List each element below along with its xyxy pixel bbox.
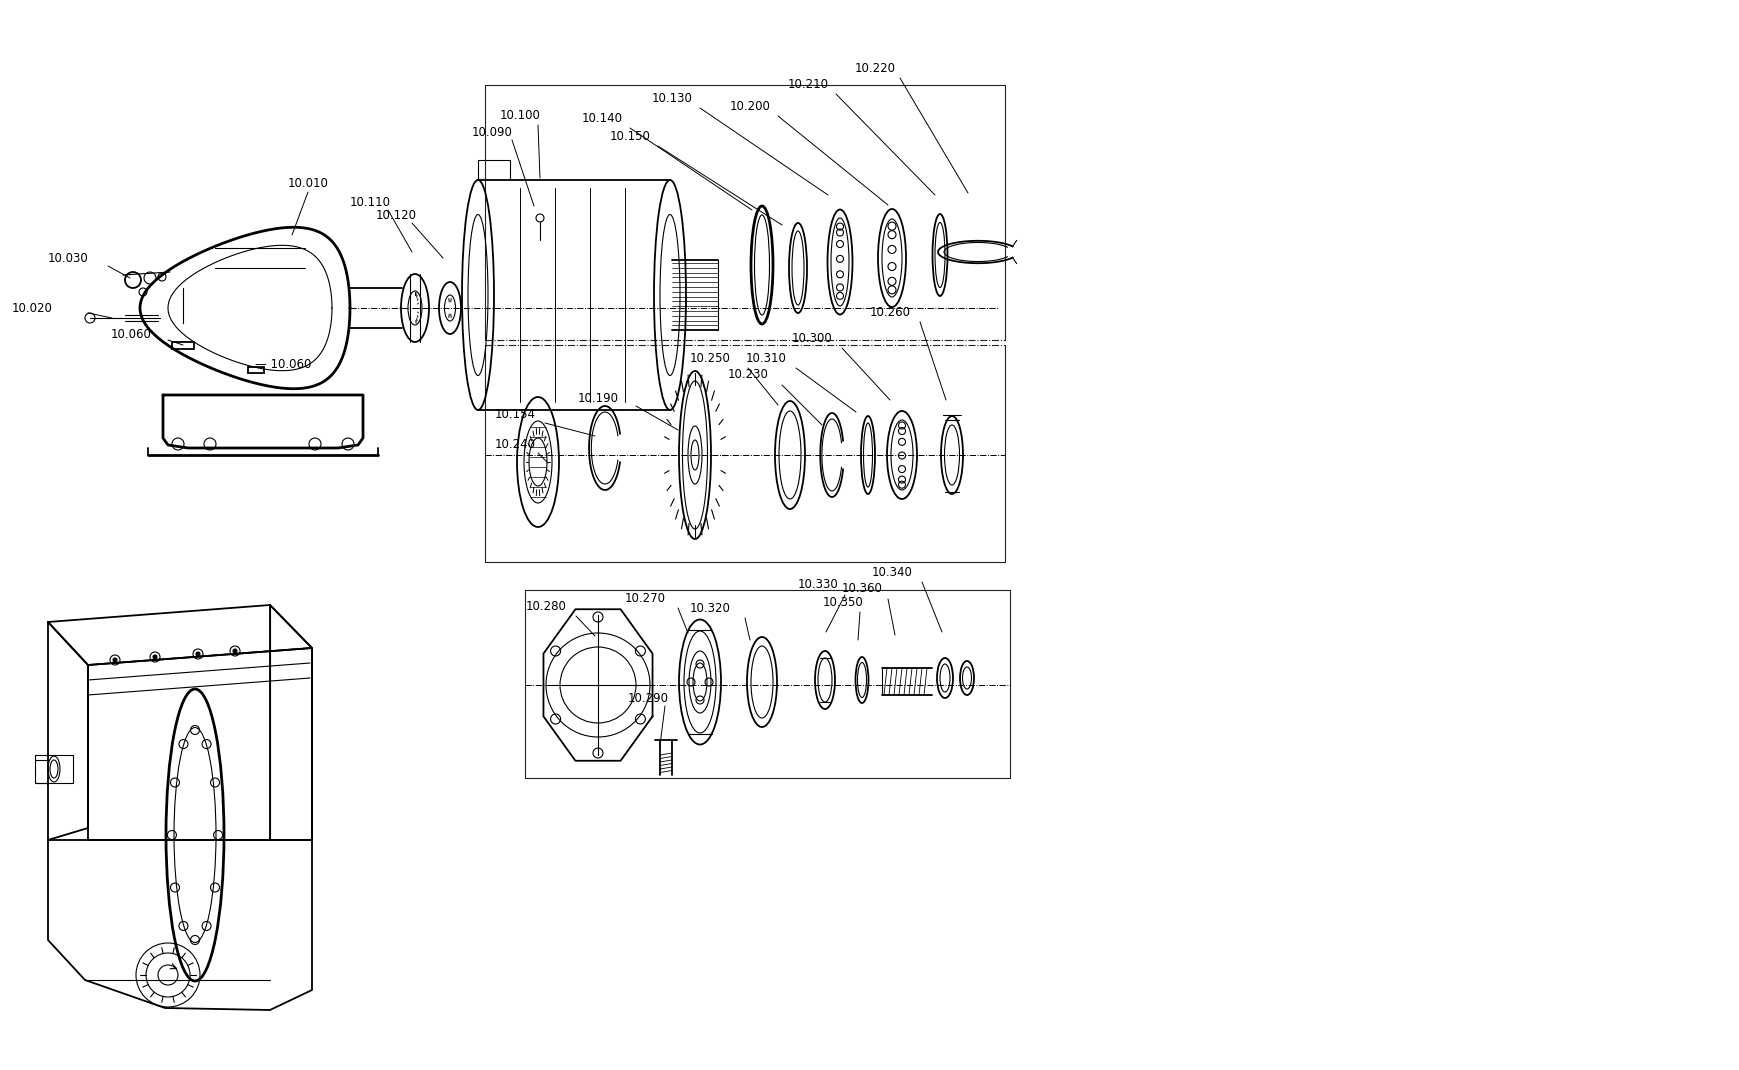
Text: 10.090: 10.090: [471, 125, 513, 138]
Text: 10.140: 10.140: [581, 111, 623, 124]
Text: 10.130: 10.130: [650, 92, 692, 105]
Text: 10.100: 10.100: [499, 108, 541, 122]
Text: 10.280: 10.280: [525, 599, 567, 612]
Text: 10.250: 10.250: [689, 352, 730, 365]
Text: 10.020: 10.020: [12, 302, 52, 315]
Circle shape: [197, 652, 200, 656]
Circle shape: [153, 655, 157, 659]
Text: 10.120: 10.120: [376, 209, 416, 221]
Text: 10.340: 10.340: [871, 566, 911, 579]
Bar: [249, 367, 264, 373]
Text: 10.230: 10.230: [727, 368, 769, 382]
Text: — 10.060: — 10.060: [256, 358, 311, 371]
Text: 10.110: 10.110: [350, 196, 390, 209]
Bar: [35, 755, 73, 783]
Text: 10.290: 10.290: [628, 691, 668, 704]
Text: 10.270: 10.270: [624, 592, 664, 605]
Text: 10.350: 10.350: [823, 596, 863, 609]
Text: 10.154: 10.154: [494, 409, 536, 422]
Text: 10.200: 10.200: [729, 100, 770, 112]
Text: 10.240: 10.240: [494, 439, 536, 452]
Text: 10.260: 10.260: [870, 306, 909, 319]
Text: 10.060: 10.060: [111, 328, 151, 341]
Text: 10.210: 10.210: [788, 77, 828, 91]
Text: 10.150: 10.150: [609, 129, 650, 142]
Circle shape: [113, 658, 117, 662]
Text: 10.320: 10.320: [689, 601, 730, 614]
Bar: [172, 342, 193, 349]
Text: 10.360: 10.360: [842, 582, 882, 596]
Circle shape: [233, 649, 237, 653]
Text: 10.220: 10.220: [854, 61, 896, 75]
Text: 10.190: 10.190: [577, 392, 617, 404]
Text: 10.030: 10.030: [47, 251, 89, 264]
Text: 10.010: 10.010: [287, 177, 329, 189]
Text: 10.330: 10.330: [796, 579, 838, 592]
Text: 10.300: 10.300: [791, 332, 831, 345]
Text: 10.310: 10.310: [744, 352, 786, 365]
